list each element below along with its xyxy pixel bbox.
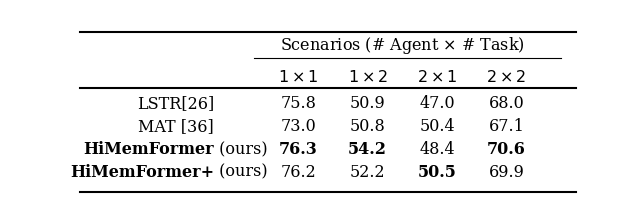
Text: 48.4: 48.4 — [419, 141, 455, 158]
Text: 67.1: 67.1 — [488, 118, 525, 135]
Text: 50.4: 50.4 — [419, 118, 455, 135]
Text: 47.0: 47.0 — [419, 95, 455, 112]
Text: HiMemFormer: HiMemFormer — [83, 141, 214, 158]
Text: 54.2: 54.2 — [348, 141, 387, 158]
Text: 68.0: 68.0 — [489, 95, 524, 112]
Text: $1 \times 1$: $1 \times 1$ — [278, 69, 319, 86]
Text: 50.5: 50.5 — [418, 164, 456, 181]
Text: 70.6: 70.6 — [487, 141, 526, 158]
Text: 76.3: 76.3 — [279, 141, 317, 158]
Text: 52.2: 52.2 — [350, 164, 385, 181]
Text: Scenarios (# Agent $\times$ # Task): Scenarios (# Agent $\times$ # Task) — [280, 35, 525, 56]
Text: HiMemFormer+: HiMemFormer+ — [70, 164, 214, 181]
Text: (ours): (ours) — [214, 164, 268, 181]
Text: 75.8: 75.8 — [280, 95, 316, 112]
Text: $2 \times 2$: $2 \times 2$ — [486, 69, 527, 86]
Text: MAT [36]: MAT [36] — [138, 118, 214, 135]
Text: 50.8: 50.8 — [350, 118, 385, 135]
Text: $2 \times 1$: $2 \times 1$ — [417, 69, 458, 86]
Text: 69.9: 69.9 — [488, 164, 525, 181]
Text: 50.9: 50.9 — [350, 95, 385, 112]
Text: 76.2: 76.2 — [280, 164, 316, 181]
Text: (ours): (ours) — [214, 141, 268, 158]
Text: LSTR[26]: LSTR[26] — [137, 95, 214, 112]
Text: $1 \times 2$: $1 \times 2$ — [348, 69, 388, 86]
Text: 73.0: 73.0 — [280, 118, 316, 135]
